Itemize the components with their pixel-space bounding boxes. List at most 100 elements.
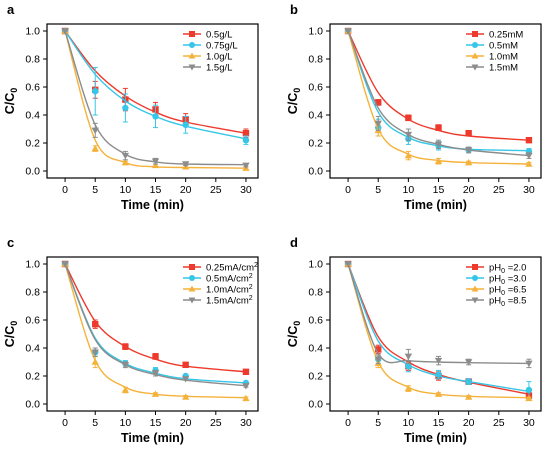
x-tick-label: 0 xyxy=(62,417,68,429)
series-2 xyxy=(61,27,250,145)
series-4 xyxy=(344,261,533,369)
x-tick-label: 20 xyxy=(463,184,475,196)
y-tick-label: 1.0 xyxy=(308,26,323,38)
legend-marker xyxy=(188,64,196,71)
x-tick-label: 10 xyxy=(403,184,415,196)
fit-line xyxy=(64,263,247,373)
series-4 xyxy=(61,28,250,170)
data-point xyxy=(464,147,473,154)
data-point xyxy=(91,127,99,135)
data-point xyxy=(181,161,190,168)
x-tick-label: 30 xyxy=(240,417,252,429)
data-point xyxy=(465,130,472,137)
legend-marker xyxy=(472,275,478,281)
x-tick-label: 30 xyxy=(240,184,252,196)
series-3 xyxy=(344,27,533,167)
data-point xyxy=(92,88,99,95)
x-tick-label: 25 xyxy=(210,417,222,429)
series-4 xyxy=(344,28,533,160)
fit-line xyxy=(64,30,246,166)
y-tick-label: 0.8 xyxy=(25,287,40,299)
legend-marker xyxy=(189,42,195,48)
data-point xyxy=(152,353,159,360)
legend-label: 0.25mA/cm2 xyxy=(206,262,258,274)
data-point xyxy=(434,157,443,164)
legend-label: pH0 =8.5 xyxy=(489,295,526,308)
legend-label: pH0 =2.0 xyxy=(489,262,526,275)
x-tick-label: 30 xyxy=(523,417,535,429)
x-tick-label: 15 xyxy=(433,417,445,429)
x-axis-title: Time (min) xyxy=(121,431,184,445)
panel-label: a xyxy=(7,2,15,17)
x-tick-label: 25 xyxy=(210,184,222,196)
y-axis-title: C/C0 xyxy=(3,321,19,348)
legend-label: 0.5g/L xyxy=(206,29,232,40)
x-tick-label: 5 xyxy=(375,417,381,429)
fit-line xyxy=(347,30,530,157)
data-point xyxy=(434,141,443,149)
data-point xyxy=(435,371,442,378)
y-tick-label: 0.4 xyxy=(308,343,323,355)
legend-label: pH0 =3.0 xyxy=(489,273,526,286)
y-tick-label: 0.2 xyxy=(25,371,40,383)
legend-label: 0.5mA/cm2 xyxy=(206,273,253,285)
data-point xyxy=(151,158,160,165)
series-4 xyxy=(61,261,250,390)
y-tick-label: 0.4 xyxy=(308,110,323,122)
data-point xyxy=(525,386,533,394)
data-point xyxy=(121,152,130,160)
x-tick-label: 25 xyxy=(493,417,505,429)
y-tick-label: 1.0 xyxy=(25,259,40,271)
y-tick-label: 0.6 xyxy=(25,82,40,94)
legend-marker xyxy=(188,297,196,304)
panel-label: d xyxy=(290,235,298,250)
y-tick-label: 0.0 xyxy=(25,166,40,178)
data-point xyxy=(242,130,250,137)
x-tick-label: 15 xyxy=(150,417,162,429)
legend-label: 1.0mM xyxy=(489,51,518,62)
series-1 xyxy=(61,260,250,375)
x-axis-title: Time (min) xyxy=(121,198,184,212)
legend-label: 1.0g/L xyxy=(206,51,232,62)
data-point xyxy=(182,121,189,128)
fit-line xyxy=(347,30,529,141)
data-point xyxy=(242,394,250,402)
data-point xyxy=(525,137,533,144)
data-point xyxy=(525,152,533,160)
data-point xyxy=(151,161,160,169)
x-tick-label: 10 xyxy=(120,184,132,196)
data-point xyxy=(151,390,160,397)
data-point xyxy=(242,162,250,170)
panel-label: c xyxy=(7,235,14,250)
data-point xyxy=(344,261,352,268)
legend-label: pH0 =6.5 xyxy=(489,284,526,297)
y-tick-label: 0.4 xyxy=(25,110,40,122)
x-axis-title: Time (min) xyxy=(404,198,467,212)
legend: 0.5g/L0.75g/L1.0g/L1.5g/L xyxy=(183,29,238,73)
legend-marker xyxy=(472,42,478,48)
data-point xyxy=(464,158,473,166)
legend-label: 1.0mA/cm2 xyxy=(206,284,253,296)
y-axis-title: C/C0 xyxy=(286,88,302,115)
legend-marker xyxy=(472,31,478,37)
data-point xyxy=(151,370,160,377)
y-tick-label: 0.2 xyxy=(308,138,323,150)
y-tick-label: 0.8 xyxy=(25,54,40,66)
data-point xyxy=(152,113,159,120)
plot-frame xyxy=(46,23,259,179)
legend-marker xyxy=(472,264,478,270)
data-point xyxy=(404,353,413,361)
x-tick-label: 5 xyxy=(92,184,98,196)
y-tick-label: 0.6 xyxy=(308,315,323,327)
fit-line xyxy=(64,30,247,134)
data-point xyxy=(242,368,250,375)
y-tick-label: 0.4 xyxy=(25,343,40,355)
data-point xyxy=(344,28,352,35)
data-point xyxy=(435,124,442,131)
data-point xyxy=(374,120,382,128)
y-tick-label: 0.6 xyxy=(25,315,40,327)
x-tick-label: 15 xyxy=(150,184,162,196)
x-tick-label: 25 xyxy=(493,184,505,196)
legend-marker xyxy=(471,297,479,304)
